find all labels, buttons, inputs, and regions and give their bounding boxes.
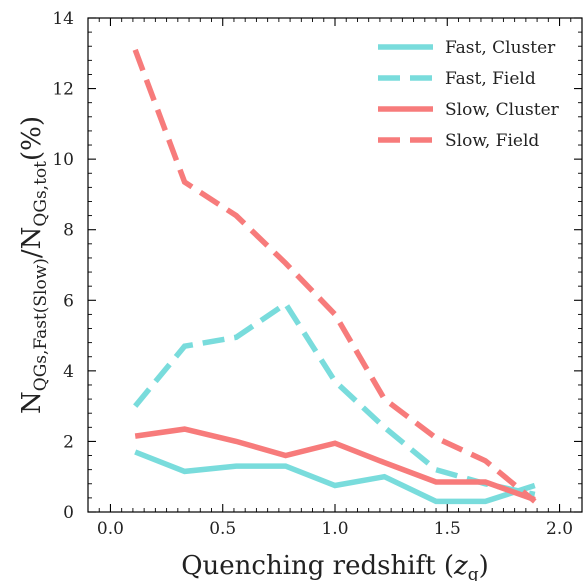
y-tick-label: 6	[63, 291, 74, 311]
series-line	[133, 299, 536, 498]
legend: Fast, Cluster Fast, Field Slow, Cluster Slo…	[378, 38, 560, 151]
y-tick-label: 0	[63, 503, 74, 523]
x-tick-label: 1.0	[321, 519, 348, 539]
minor-ticks	[88, 18, 582, 512]
legend-label: Fast, Cluster	[445, 38, 556, 58]
x-tick-label: 1.5	[434, 519, 461, 539]
legend-label: Slow, Field	[445, 131, 539, 151]
y-axis-label: NQGs,Fast(Slow)/NQGs,tot(%)	[17, 116, 51, 414]
plot-frame	[87, 17, 583, 513]
y-tick-label: 4	[63, 362, 74, 382]
y-tick-label: 8	[63, 221, 74, 241]
plot-border	[87, 17, 583, 513]
series-line	[132, 48, 537, 504]
y-tick-label: 2	[63, 432, 74, 452]
y-tick-label: 14	[52, 9, 74, 29]
x-tick-label: 2.0	[546, 519, 573, 539]
series-line	[134, 449, 536, 505]
y-tick-label: 10	[52, 150, 74, 170]
y-tick-labels: 0 2 4 6 8 10 12 14	[52, 9, 74, 523]
series-lines	[132, 48, 537, 505]
major-ticks	[88, 17, 582, 513]
legend-label: Slow, Cluster	[445, 100, 560, 120]
x-tick-labels: 0.0 0.5 1.0 1.5 2.0	[97, 519, 573, 539]
y-tick-label: 12	[52, 80, 74, 100]
series-line	[134, 426, 536, 503]
x-tick-label: 0.0	[97, 519, 124, 539]
x-axis-label: Quenching redshift (zq)	[181, 551, 489, 581]
legend-label: Fast, Field	[445, 69, 536, 89]
x-tick-label: 0.5	[209, 519, 236, 539]
